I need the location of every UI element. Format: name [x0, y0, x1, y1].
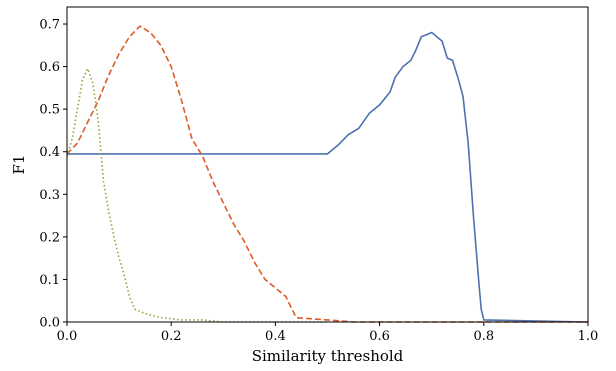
x-tick-label: 0.0: [57, 329, 78, 344]
plot-frame: [66, 6, 589, 323]
series-layer: [66, 25, 589, 323]
series-line-1: [67, 31, 589, 323]
y-axis-ticks: 0.0 0.1 0.2 0.3 0.4 0.5 0.6 0.7: [39, 18, 67, 331]
series-line-3: [66, 67, 328, 323]
y-tick-label: 0.5: [39, 103, 60, 118]
y-axis-label: F1: [10, 155, 28, 175]
y-tick-label: 0.7: [39, 18, 60, 33]
y-tick-label: 0.1: [39, 273, 60, 288]
x-tick-label: 0.6: [369, 329, 390, 344]
x-axis-ticks: 0.0 0.2 0.4 0.6 0.8 1.0: [57, 322, 599, 344]
x-tick-label: 1.0: [578, 329, 599, 344]
x-tick-label: 0.4: [265, 329, 286, 344]
y-tick-label: 0.2: [39, 230, 60, 245]
y-tick-label: 0.3: [39, 188, 60, 203]
x-tick-label: 0.2: [161, 329, 182, 344]
y-tick-label: 0.4: [39, 145, 60, 160]
series-line-2: [66, 25, 588, 323]
x-tick-label: 0.8: [473, 329, 494, 344]
y-tick-label: 0.0: [39, 316, 60, 331]
x-axis-label: Similarity threshold: [252, 347, 404, 365]
y-tick-label: 0.6: [39, 60, 60, 75]
